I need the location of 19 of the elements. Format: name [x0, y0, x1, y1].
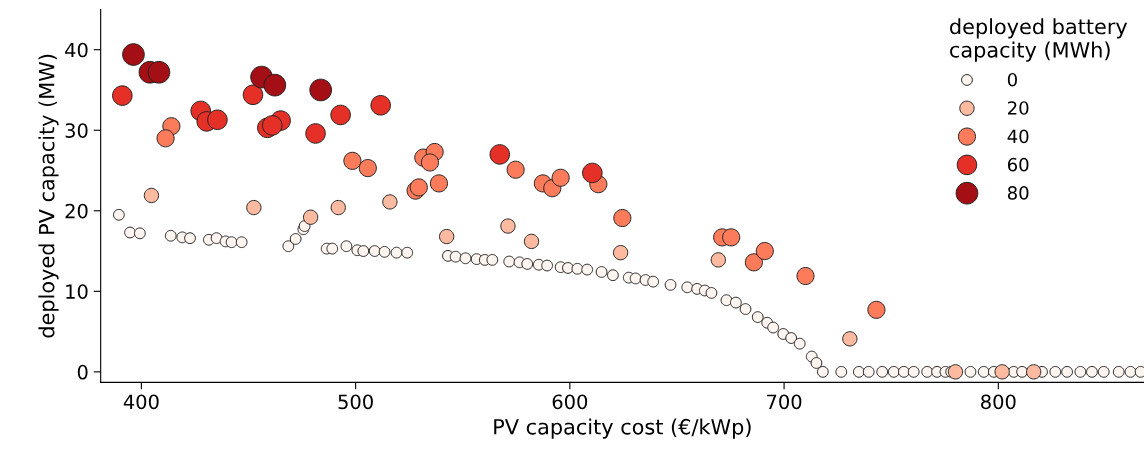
x-tick-label: 800: [981, 394, 1016, 410]
x-tick-label: 400: [123, 394, 159, 410]
legend-label: 40: [1007, 129, 1029, 144]
y-tick-label: 20: [65, 203, 88, 219]
point: [263, 73, 287, 97]
legend-label: 60: [1007, 157, 1029, 172]
y-tick-label: 30: [65, 123, 88, 138]
y-tick-label: 40: [65, 42, 88, 58]
y-tick-label: 10: [66, 284, 88, 299]
x-tick-label: 500: [338, 394, 373, 410]
legend-label: 0: [1007, 72, 1017, 87]
x-tick-label: 700: [767, 394, 802, 410]
x-axis-title: PV capacity cost (€/kWp): [494, 418, 751, 439]
legend-title: deployed battery capacity (MWh): [950, 18, 1128, 62]
y-tick-label: 0: [77, 364, 88, 380]
x-tick-label: 600: [552, 394, 588, 410]
legend-label: 80: [1007, 186, 1029, 200]
legend-label: 20: [1008, 101, 1029, 115]
y-axis-title: deployed PV capacity (MW): [38, 54, 59, 338]
